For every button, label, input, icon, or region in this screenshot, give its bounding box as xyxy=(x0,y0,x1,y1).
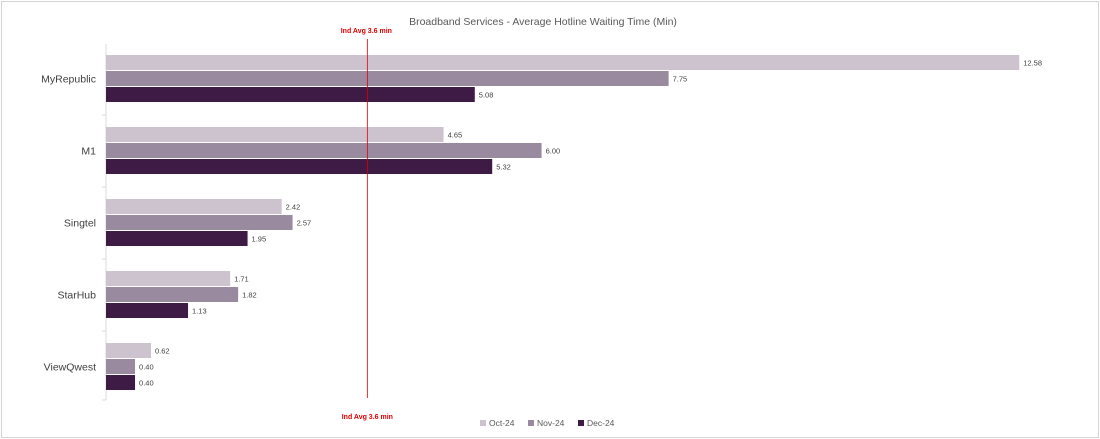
bar xyxy=(106,271,231,286)
category-label: Singtel xyxy=(64,218,96,230)
bar xyxy=(106,359,136,374)
data-label: 0.62 xyxy=(155,347,170,356)
legend-label: Nov-24 xyxy=(537,418,565,428)
data-label: 1.82 xyxy=(242,291,257,300)
bar xyxy=(106,55,1020,70)
data-label: 0.40 xyxy=(139,379,154,388)
category-label: M1 xyxy=(81,146,96,158)
data-label: 12.58 xyxy=(1023,59,1042,68)
bar xyxy=(106,127,444,142)
data-label: 2.42 xyxy=(286,203,301,212)
bar xyxy=(106,231,248,246)
data-label: 4.65 xyxy=(448,131,463,140)
data-label: 5.08 xyxy=(479,91,494,100)
category-label: MyRepublic xyxy=(41,74,96,86)
data-label: 7.75 xyxy=(673,75,688,84)
bar xyxy=(106,287,239,302)
legend-item: Oct-24 xyxy=(480,418,515,428)
bar xyxy=(106,87,475,102)
data-label: 0.40 xyxy=(139,363,154,372)
category-label: StarHub xyxy=(57,290,96,302)
plot-area: MyRepublic 12.58 7.75 5.08 M1 4.65 6.00 5.32 Sin… xyxy=(41,28,1042,421)
legend: Oct-24 Nov-24 Dec-24 xyxy=(480,418,615,428)
bar xyxy=(106,199,282,214)
data-label: 1.71 xyxy=(234,275,249,284)
bar xyxy=(106,71,669,86)
data-label: 6.00 xyxy=(546,147,561,156)
chart-title: Broadband Services - Average Hotline Wai… xyxy=(409,16,677,28)
reference-label-top: Ind Avg 3.6 min xyxy=(341,28,392,35)
bar xyxy=(106,303,189,318)
legend-item: Dec-24 xyxy=(578,418,615,428)
legend-swatch xyxy=(578,420,584,426)
bar xyxy=(106,159,493,174)
bar xyxy=(106,143,542,158)
category-label: ViewQwest xyxy=(44,362,96,374)
bar xyxy=(106,375,136,390)
legend-swatch xyxy=(480,420,486,426)
legend-label: Oct-24 xyxy=(489,418,515,428)
data-label: 1.95 xyxy=(252,235,267,244)
legend-swatch xyxy=(528,420,534,426)
data-label: 1.13 xyxy=(192,307,207,316)
data-label: 2.57 xyxy=(297,219,312,228)
bar xyxy=(106,343,152,358)
bar xyxy=(106,215,293,230)
data-label: 5.32 xyxy=(496,163,511,172)
reference-label-bottom: Ind Avg 3.6 min xyxy=(342,414,393,421)
legend-label: Dec-24 xyxy=(587,418,615,428)
legend-item: Nov-24 xyxy=(528,418,565,428)
